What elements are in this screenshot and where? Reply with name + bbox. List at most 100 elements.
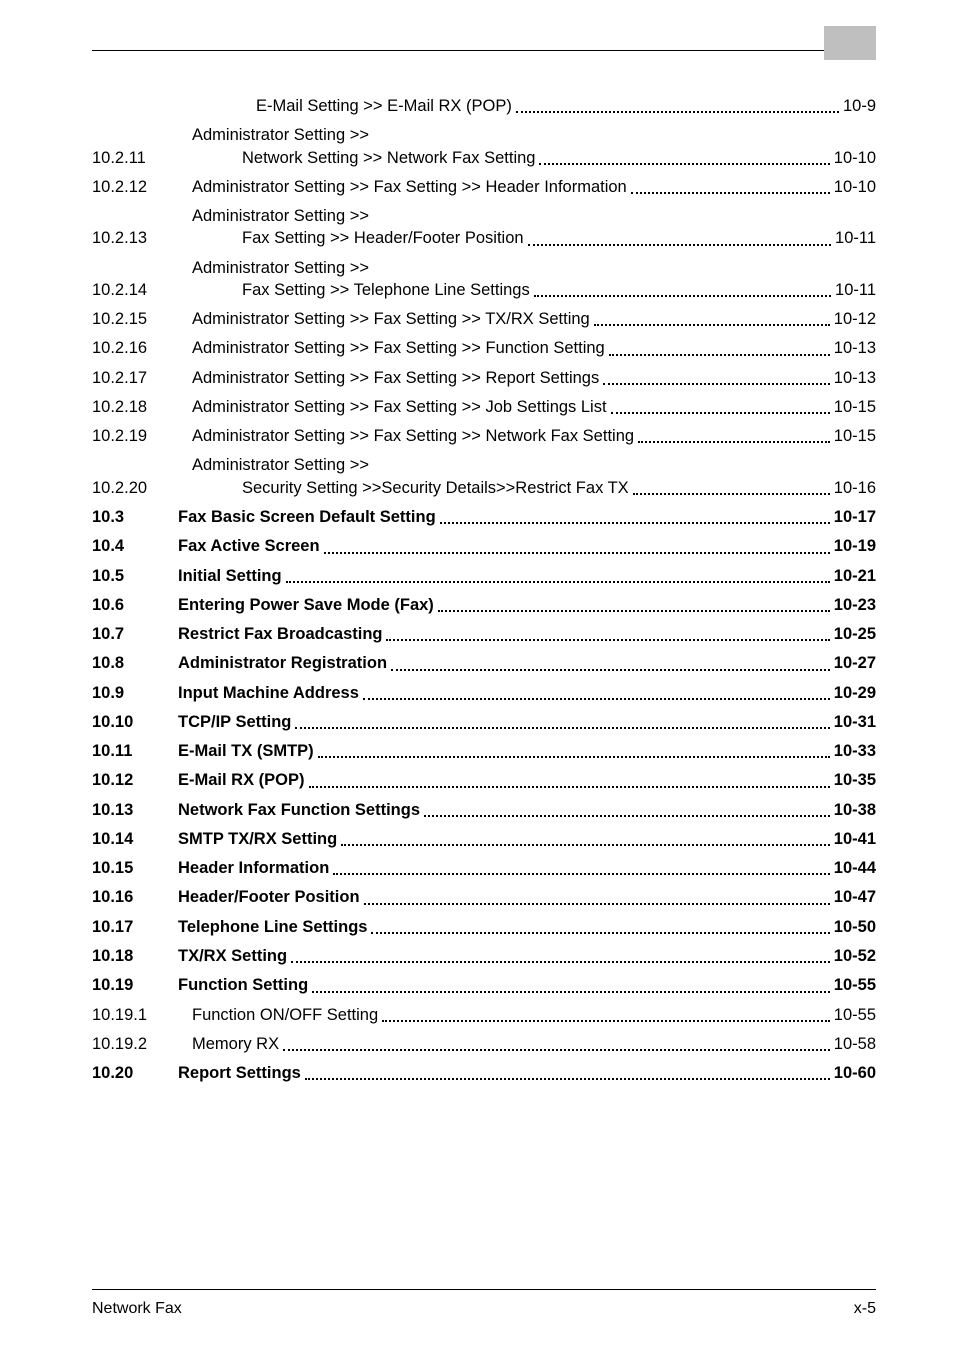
leader-dots xyxy=(391,669,830,671)
toc-title-line2: Security Setting >>Security Details>>Res… xyxy=(242,477,629,499)
leader-dots xyxy=(386,639,829,641)
toc-title: Report Settings xyxy=(178,1062,301,1084)
toc-title: Administrator Setting >> Fax Setting >> … xyxy=(192,396,607,418)
leader-dots xyxy=(528,244,831,246)
toc-number: 10.2.18 xyxy=(92,396,192,418)
toc-entry: 10.3Fax Basic Screen Default Setting10-1… xyxy=(92,506,876,528)
toc-number: 10.17 xyxy=(92,916,178,938)
toc-page: 10-10 xyxy=(834,176,876,198)
toc-page: 10-13 xyxy=(834,337,876,359)
toc-title: Header/Footer Position xyxy=(178,886,360,908)
leader-dots xyxy=(341,844,830,846)
leader-dots xyxy=(324,552,830,554)
leader-dots xyxy=(283,1049,830,1051)
toc-page: 10-15 xyxy=(834,396,876,418)
leader-dots xyxy=(609,354,830,356)
leader-dots xyxy=(364,903,830,905)
toc-title-line1: Administrator Setting >> xyxy=(192,454,876,476)
leader-dots xyxy=(603,383,830,385)
toc-page: 10-21 xyxy=(834,565,876,587)
toc-entry: 10.2.19Administrator Setting >> Fax Sett… xyxy=(92,425,876,447)
toc-number: 10.19.1 xyxy=(92,1004,192,1026)
toc-title: Memory RX xyxy=(192,1033,279,1055)
toc-entry: 10.2.13Administrator Setting >>Fax Setti… xyxy=(92,205,876,250)
toc-title-line2: Fax Setting >> Header/Footer Position xyxy=(242,227,524,249)
leader-dots xyxy=(382,1020,830,1022)
toc-title: Fax Basic Screen Default Setting xyxy=(178,506,436,528)
leader-dots xyxy=(309,786,830,788)
toc-entry: 10.15Header Information10-44 xyxy=(92,857,876,879)
toc-entry: 10.13Network Fax Function Settings10-38 xyxy=(92,799,876,821)
toc-number: 10.2.17 xyxy=(92,367,192,389)
toc-number: 10.12 xyxy=(92,769,178,791)
toc-entry: 10.2.16Administrator Setting >> Fax Sett… xyxy=(92,337,876,359)
toc-title: Network Fax Function Settings xyxy=(178,799,420,821)
leader-dots xyxy=(539,163,829,165)
toc-number: 10.19 xyxy=(92,974,178,996)
corner-tab xyxy=(824,26,876,60)
toc-page: 10-11 xyxy=(835,227,876,249)
toc-entry: 10.10TCP/IP Setting10-31 xyxy=(92,711,876,733)
toc-page: 10-11 xyxy=(835,279,876,301)
toc-row2: Security Setting >>Security Details>>Res… xyxy=(242,477,876,499)
toc-entry: 10.2.17Administrator Setting >> Fax Sett… xyxy=(92,367,876,389)
footer-left: Network Fax xyxy=(92,1300,182,1318)
toc-title-line2: Network Setting >> Network Fax Setting xyxy=(242,147,535,169)
toc-page: 10-38 xyxy=(834,799,876,821)
leader-dots xyxy=(438,610,830,612)
toc-title-line1: Administrator Setting >> xyxy=(192,205,876,227)
toc-entry: 10.2.11Administrator Setting >>Network S… xyxy=(92,124,876,169)
toc-multi: Administrator Setting >>Security Setting… xyxy=(192,454,876,499)
toc-entry: 10.6Entering Power Save Mode (Fax)10-23 xyxy=(92,594,876,616)
toc-page: 10-58 xyxy=(834,1033,876,1055)
toc-number: 10.6 xyxy=(92,594,178,616)
leader-dots xyxy=(363,698,830,700)
toc-page: 10-31 xyxy=(834,711,876,733)
toc-title: Administrator Registration xyxy=(178,652,387,674)
top-rule xyxy=(92,50,876,51)
toc-entry: 10.2.15Administrator Setting >> Fax Sett… xyxy=(92,308,876,330)
toc-number: 10.2.13 xyxy=(92,227,192,249)
toc-page: 10-9 xyxy=(843,95,876,117)
toc-page: 10-15 xyxy=(834,425,876,447)
toc-entry: 10.2.18Administrator Setting >> Fax Sett… xyxy=(92,396,876,418)
toc-number: 10.15 xyxy=(92,857,178,879)
toc-number: 10.14 xyxy=(92,828,178,850)
toc-entry: 10.2.20Administrator Setting >>Security … xyxy=(92,454,876,499)
toc-entry: 10.19.2Memory RX10-58 xyxy=(92,1033,876,1055)
leader-dots xyxy=(286,581,830,583)
leader-dots xyxy=(424,815,830,817)
toc-entry: 10.14SMTP TX/RX Setting10-41 xyxy=(92,828,876,850)
toc-page: 10-60 xyxy=(834,1062,876,1084)
toc-row2: Fax Setting >> Header/Footer Position 10-… xyxy=(242,227,876,249)
toc-entry: E-Mail Setting >> E-Mail RX (POP) 10-9 xyxy=(92,95,876,117)
toc-title: E-Mail TX (SMTP) xyxy=(178,740,314,762)
toc-title-line2: Fax Setting >> Telephone Line Settings xyxy=(242,279,530,301)
toc-page: 10-10 xyxy=(834,147,876,169)
toc-page: 10-27 xyxy=(834,652,876,674)
toc-entry: 10.5Initial Setting10-21 xyxy=(92,565,876,587)
page: E-Mail Setting >> E-Mail RX (POP) 10-9 10.… xyxy=(0,0,954,1352)
toc-title: Initial Setting xyxy=(178,565,282,587)
toc-page: 10-35 xyxy=(834,769,876,791)
toc-multi: Administrator Setting >>Network Setting … xyxy=(192,124,876,169)
footer-rule xyxy=(92,1289,876,1290)
toc-page: 10-17 xyxy=(834,506,876,528)
toc-entry: 10.16Header/Footer Position10-47 xyxy=(92,886,876,908)
toc-title: Function ON/OFF Setting xyxy=(192,1004,378,1026)
leader-dots xyxy=(594,324,830,326)
toc-entry: 10.19Function Setting10-55 xyxy=(92,974,876,996)
toc-title: E-Mail Setting >> E-Mail RX (POP) xyxy=(256,95,512,117)
leader-dots xyxy=(318,756,830,758)
toc-number: 10.11 xyxy=(92,740,178,762)
toc-page: 10-33 xyxy=(834,740,876,762)
toc-number: 10.2.19 xyxy=(92,425,192,447)
toc-entry: 10.9Input Machine Address10-29 xyxy=(92,682,876,704)
toc-number: 10.2.14 xyxy=(92,279,192,301)
toc-multi: Administrator Setting >>Fax Setting >> T… xyxy=(192,257,876,302)
toc-row2: Fax Setting >> Telephone Line Settings 10… xyxy=(242,279,876,301)
toc-title: TCP/IP Setting xyxy=(178,711,291,733)
toc-page: 10-19 xyxy=(834,535,876,557)
leader-dots xyxy=(638,441,830,443)
leader-dots xyxy=(516,111,839,113)
